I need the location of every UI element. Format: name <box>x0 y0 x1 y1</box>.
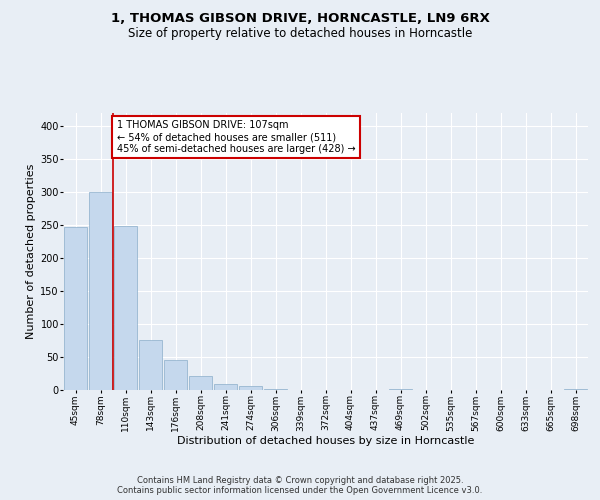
Bar <box>113 226 137 390</box>
Bar <box>239 386 262 390</box>
Y-axis label: Number of detached properties: Number of detached properties <box>26 164 36 339</box>
Bar <box>164 360 187 390</box>
Text: 1 THOMAS GIBSON DRIVE: 107sqm
← 54% of detached houses are smaller (511)
45% of : 1 THOMAS GIBSON DRIVE: 107sqm ← 54% of d… <box>117 120 355 154</box>
Bar <box>563 388 587 390</box>
Bar <box>214 384 238 390</box>
Text: 1, THOMAS GIBSON DRIVE, HORNCASTLE, LN9 6RX: 1, THOMAS GIBSON DRIVE, HORNCASTLE, LN9 … <box>110 12 490 26</box>
Bar <box>89 192 112 390</box>
Text: Contains HM Land Registry data © Crown copyright and database right 2025.
Contai: Contains HM Land Registry data © Crown c… <box>118 476 482 495</box>
Bar <box>188 376 212 390</box>
Bar <box>64 227 88 390</box>
Bar <box>263 388 287 390</box>
Bar <box>139 340 163 390</box>
X-axis label: Distribution of detached houses by size in Horncastle: Distribution of detached houses by size … <box>177 436 474 446</box>
Text: Size of property relative to detached houses in Horncastle: Size of property relative to detached ho… <box>128 28 472 40</box>
